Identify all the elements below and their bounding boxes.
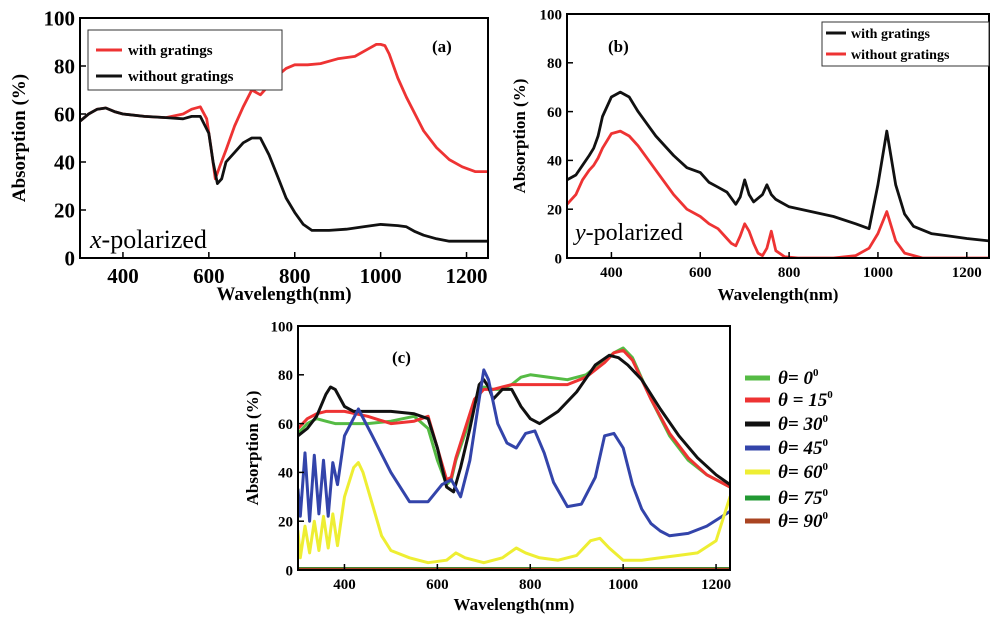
x-axis-label: Wavelength(nm) — [454, 595, 575, 614]
y-axis-label: Absorption (%) — [510, 79, 529, 194]
y-tick-label: 100 — [44, 6, 76, 30]
x-tick-label: 1200 — [446, 264, 488, 288]
legend-entry-sup: 0 — [827, 389, 833, 401]
series-line-a-1 — [80, 106, 488, 243]
legend-entry-name: θ= 30 — [778, 414, 823, 435]
panel-label: (a) — [432, 37, 452, 56]
panel-label: (c) — [392, 348, 411, 367]
y-tick-label: 60 — [547, 105, 562, 121]
plot-frame — [79, 17, 489, 259]
x-tick-label: 1200 — [701, 577, 731, 593]
legend-entry-sup: 0 — [822, 510, 828, 522]
y-tick-label: 80 — [54, 54, 75, 78]
chart-panel-c: 400 600 800 1000 1200 0 20 40 60 80 100 Wavelength(… — [243, 319, 833, 614]
chart-panel-b: 400 600 800 1000 1200 0 20 40 60 80 100 Wavelength(… — [510, 7, 990, 304]
x-tick-label: 600 — [193, 264, 225, 288]
x-tick-label: 800 — [778, 265, 801, 281]
legend-entry-name: θ= 60 — [778, 462, 823, 483]
polarization-annotation: y-polarized — [573, 220, 683, 246]
x-tick-label: 1000 — [360, 264, 402, 288]
series-line-c-3 — [298, 368, 730, 538]
x-axis-label: Wavelength(nm) — [718, 285, 839, 304]
legend-entry: with gratings — [128, 43, 213, 59]
legend-entry: θ= 900 — [778, 510, 828, 532]
legend-entry-name: θ = 15 — [778, 390, 828, 411]
series-group — [298, 346, 730, 570]
legend-entry-sup: 0 — [813, 367, 819, 379]
annotation-rest: -polarized — [586, 220, 683, 246]
legend-entry: θ= 00 — [778, 367, 819, 389]
legend-entry-name: θ= 45 — [778, 438, 823, 459]
legend: with gratings without gratings — [87, 29, 283, 91]
series-line-c-4 — [298, 461, 730, 565]
series-group — [567, 90, 989, 258]
plot-frame — [297, 325, 731, 571]
legend-entry-name: θ= 0 — [778, 368, 813, 389]
y-tick-label: 0 — [286, 563, 294, 579]
series-line-b-1 — [567, 129, 989, 258]
y-tick-label: 20 — [54, 198, 75, 222]
y-tick-label: 20 — [278, 514, 293, 530]
y-tick-label: 40 — [54, 150, 75, 174]
legend-entry: θ= 750 — [778, 487, 828, 509]
legend-entry-name: θ= 75 — [778, 488, 823, 509]
legend-entry: with gratings — [851, 27, 931, 42]
legend-entry: θ = 150 — [778, 389, 833, 411]
legend-entry: θ= 600 — [778, 461, 828, 483]
x-tick-label: 800 — [279, 264, 311, 288]
legend-entry-sup: 0 — [822, 437, 828, 449]
x-tick-label: 400 — [333, 577, 356, 593]
x-tick-label: 400 — [600, 265, 623, 281]
x-tick-label: 800 — [519, 577, 542, 593]
y-tick-label: 100 — [540, 7, 563, 23]
x-tick-label: 1200 — [952, 265, 982, 281]
legend-entry-sup: 0 — [822, 413, 828, 425]
annotation-rest: -polarized — [102, 225, 207, 254]
y-tick-label: 40 — [547, 154, 562, 170]
y-tick-label: 80 — [547, 56, 562, 72]
annotation-italic: y — [573, 220, 586, 246]
y-tick-label: 60 — [54, 102, 75, 126]
y-tick-label: 80 — [278, 368, 293, 384]
polarization-annotation: x-polarized — [89, 225, 207, 254]
x-axis-label: Wavelength(nm) — [216, 284, 351, 305]
legend-entry-sup: 0 — [822, 487, 828, 499]
annotation-italic: x — [89, 225, 102, 254]
panel-label: (b) — [608, 37, 629, 56]
y-tick-label: 100 — [271, 319, 294, 335]
series-line-c-2 — [298, 353, 730, 494]
series-line-b-0 — [567, 90, 989, 243]
x-tick-label: 1000 — [863, 265, 893, 281]
y-axis-label: Absorption (%) — [9, 74, 30, 202]
x-tick-label: 600 — [689, 265, 712, 281]
legend-entry: θ= 450 — [778, 437, 828, 459]
y-tick-label: 20 — [547, 202, 562, 218]
legend-entry: θ= 300 — [778, 413, 828, 435]
y-axis-label: Absorption (%) — [243, 391, 262, 506]
y-tick-label: 40 — [278, 466, 293, 482]
legend-entry-name: θ= 90 — [778, 511, 823, 532]
x-tick-label: 600 — [426, 577, 449, 593]
legend-box — [87, 29, 283, 91]
legend-entry-sup: 0 — [822, 461, 828, 473]
x-tick-label: 1000 — [608, 577, 638, 593]
x-tick-label: 400 — [107, 264, 139, 288]
y-tick-label: 60 — [278, 417, 293, 433]
legend: with gratings without gratings — [821, 21, 990, 67]
legend-entry: without gratings — [851, 48, 950, 63]
y-tick-label: 0 — [555, 251, 563, 267]
legend-box — [821, 21, 990, 67]
y-tick-label: 0 — [65, 246, 76, 270]
legend-entry: without gratings — [128, 69, 234, 85]
plot-frame — [566, 13, 990, 259]
chart-panel-a: 400 600 800 1000 1200 0 20 40 60 80 100 Wavelength(… — [9, 6, 489, 305]
